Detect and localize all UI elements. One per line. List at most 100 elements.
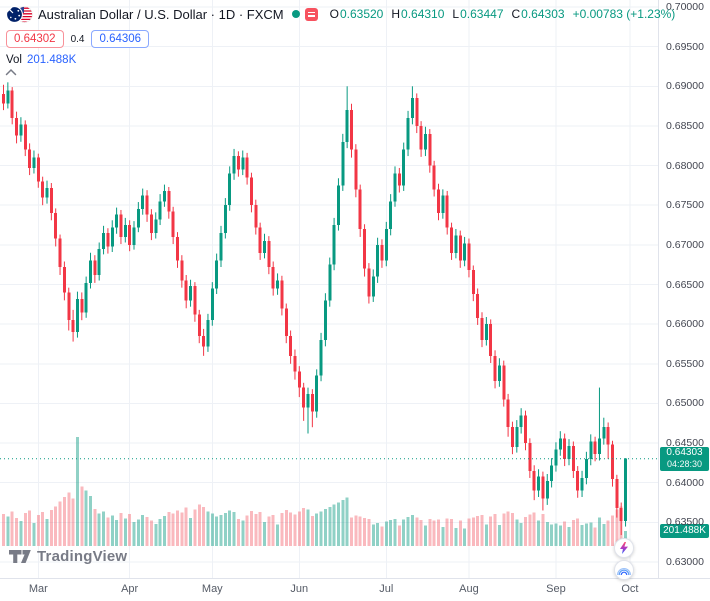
volume-bar — [93, 509, 97, 546]
candle-body — [376, 244, 380, 277]
candle-body — [58, 238, 62, 268]
candle-body — [428, 133, 432, 166]
volume-bar — [506, 511, 510, 546]
volume-bar — [6, 516, 10, 546]
volume-bar — [245, 515, 249, 546]
candle-body — [10, 90, 14, 118]
candle-body — [480, 317, 484, 340]
candle-body — [432, 165, 436, 190]
volume-bar — [336, 502, 340, 546]
volume-bar — [441, 527, 445, 546]
volume-bar — [75, 437, 79, 546]
buy-button[interactable]: 0.64306 — [91, 30, 150, 48]
volume-bar — [415, 517, 419, 546]
candle-body — [589, 441, 593, 459]
volume-bar — [232, 512, 236, 546]
volume-bar — [267, 516, 271, 546]
candle-body — [397, 173, 401, 186]
tradingview-logo[interactable]: TradingView — [9, 548, 127, 565]
volume-bar — [502, 513, 506, 546]
candle-body — [293, 355, 297, 372]
candle-body — [62, 267, 66, 293]
candle-body — [258, 227, 262, 253]
time-axis[interactable]: Mar Apr May Jun Jul Aug Sep Oct — [0, 578, 710, 601]
volume-bar — [471, 517, 475, 546]
candle-body — [310, 393, 314, 412]
candle-body — [323, 300, 327, 340]
candle-body — [406, 118, 410, 150]
volume-bar — [432, 520, 436, 546]
volume-bar — [350, 517, 353, 546]
chevron-up-icon[interactable] — [4, 64, 18, 82]
high-value: 0.64310 — [401, 7, 445, 21]
candle-body — [284, 308, 288, 337]
candle-body — [6, 90, 10, 104]
candle-body — [502, 365, 506, 400]
candle-body — [350, 110, 353, 150]
low-label: L — [452, 7, 460, 21]
time-axis-label: Apr — [121, 583, 139, 595]
volume-bar — [189, 517, 193, 546]
candle-body — [489, 324, 493, 356]
price-axis[interactable]: 0.64303 04:28:30 201.488K 0.70000 0.69500… — [658, 0, 710, 578]
volume-bar — [176, 510, 179, 546]
volume-bar — [402, 519, 406, 546]
symbol-title[interactable]: Australian Dollar / U.S. Dollar · 1D · F… — [38, 6, 284, 22]
candle-body — [541, 476, 545, 499]
candle-body — [345, 110, 349, 142]
symbol-row: Australian Dollar / U.S. Dollar · 1D · F… — [6, 5, 675, 23]
current-price-value: 0.64303 — [666, 446, 703, 458]
candle-body — [2, 94, 5, 104]
candle-body — [328, 264, 332, 301]
candle-body — [167, 190, 171, 212]
volume-bar — [480, 515, 484, 546]
lightning-button[interactable] — [614, 538, 634, 558]
volume-bar — [276, 524, 280, 546]
volume-bar — [62, 496, 66, 546]
volume-bar — [263, 521, 266, 546]
candle-body — [606, 427, 610, 445]
volume-bar — [302, 508, 306, 546]
close-label: C — [511, 7, 521, 21]
arcs-button[interactable] — [614, 560, 634, 580]
high-label: H — [391, 7, 401, 21]
volume-bar — [15, 518, 19, 546]
volume-bar — [123, 518, 127, 546]
tradingview-wordmark: TradingView — [37, 548, 128, 565]
volume-bar — [167, 511, 171, 546]
volume-bar — [489, 516, 493, 546]
candle-body — [75, 298, 79, 333]
volume-bar — [154, 523, 158, 546]
candle-body — [332, 225, 336, 265]
candle-body — [519, 415, 523, 428]
time-axis-label: Oct — [621, 583, 639, 595]
volume-bar — [341, 499, 345, 546]
volume-bar — [541, 513, 545, 546]
volume-bar — [450, 519, 454, 546]
candle-body — [115, 214, 119, 228]
candle-body — [615, 478, 619, 509]
notifications-list-icon[interactable] — [304, 7, 318, 21]
price-axis-label: 0.64000 — [666, 476, 704, 489]
candle-body — [441, 195, 445, 214]
volume-bar — [297, 511, 301, 546]
volume-bar — [110, 515, 114, 546]
candle-body — [36, 157, 40, 182]
volume-label: Vol — [6, 54, 22, 66]
volume-bar — [106, 517, 110, 546]
volume-bar — [249, 511, 253, 546]
candle-body — [97, 248, 101, 275]
volume-bar — [54, 506, 58, 546]
volume-bar — [310, 515, 314, 546]
price-chart-canvas[interactable] — [0, 0, 658, 578]
price-axis-label: 0.67500 — [666, 199, 704, 212]
candle-body — [71, 320, 75, 333]
candle-body — [136, 209, 140, 228]
volume-bar — [589, 522, 593, 546]
volume-bar — [80, 486, 84, 546]
volume-bar — [84, 490, 88, 546]
candle-body — [45, 187, 49, 198]
candle-body — [297, 371, 301, 388]
candle-body — [171, 211, 175, 237]
sell-button[interactable]: 0.64302 — [6, 30, 64, 48]
